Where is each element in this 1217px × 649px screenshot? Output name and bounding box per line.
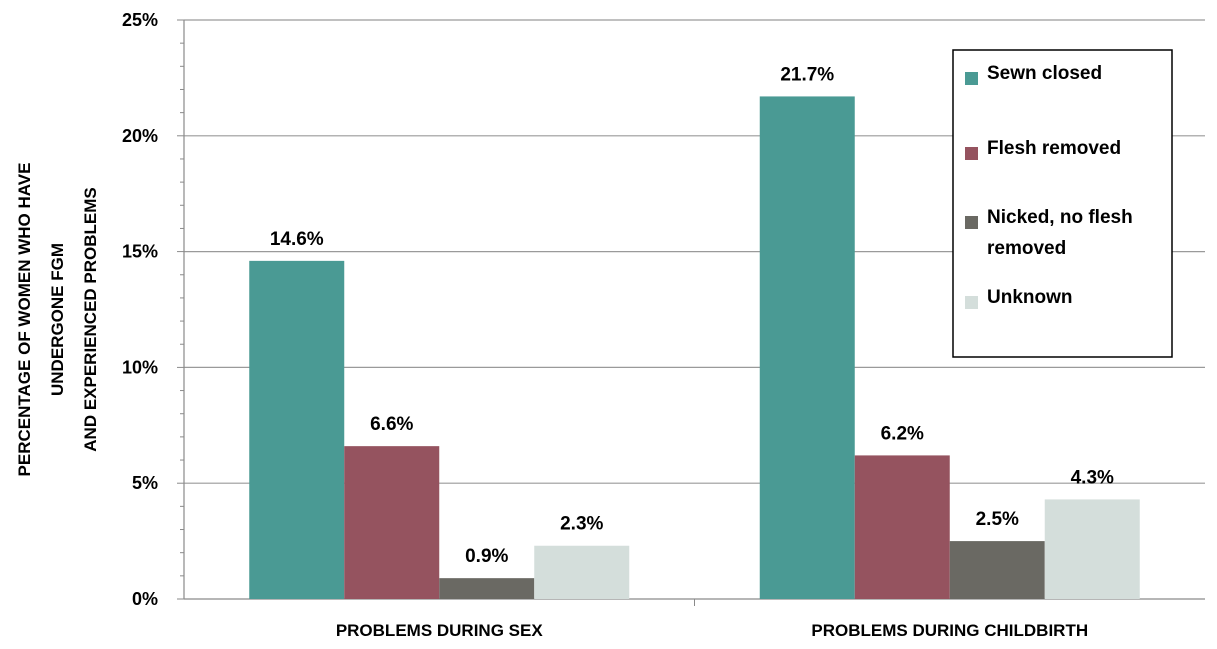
y-tick-label: 15% (122, 242, 158, 262)
legend-label: removed (987, 238, 1066, 259)
bar-value-label: 21.7% (780, 64, 834, 85)
legend-swatch (965, 72, 978, 85)
legend-label: Flesh removed (987, 138, 1121, 159)
bar-value-label: 6.6% (370, 414, 413, 435)
y-tick-labels: 0% 5% 10% 15% 20% 25% (122, 10, 158, 609)
bar (1044, 499, 1140, 599)
y-axis-label: PERCENTAGE OF WOMEN WHO HAVE UNDERGONE FG… (15, 163, 100, 477)
x-category-label: PROBLEMS DURING SEX (336, 621, 544, 640)
bar-value-label: 2.5% (976, 509, 1019, 530)
legend-label: Unknown (987, 287, 1073, 308)
legend-swatch (965, 296, 978, 309)
legend: Sewn closed Flesh removed Nicked, no flesh… (952, 49, 1173, 358)
legend-swatch (965, 216, 978, 229)
bar (949, 541, 1045, 599)
bar (249, 260, 345, 599)
y-axis-label-line: PERCENTAGE OF WOMEN WHO HAVE (15, 163, 34, 477)
value-labels: 14.6% 6.6% 0.9% 2.3% 21.7% 6.2% 2.5% 4.3% (270, 64, 1114, 567)
legend-label: Nicked, no flesh (987, 207, 1133, 228)
x-category-label: PROBLEMS DURING CHILDBIRTH (811, 621, 1088, 640)
bar (759, 96, 855, 599)
bar (439, 578, 535, 599)
y-tick-label: 5% (132, 473, 158, 493)
category-labels: PROBLEMS DURING SEX PROBLEMS DURING CHILD… (336, 621, 1088, 640)
y-axis-label-line: UNDERGONE FGM (48, 243, 67, 396)
y-axis-label-line: AND EXPERIENCED PROBLEMS (81, 187, 100, 451)
legend-swatch (965, 147, 978, 160)
y-tick-label: 0% (132, 589, 158, 609)
bar (534, 545, 630, 599)
bar-value-label: 6.2% (881, 423, 924, 444)
y-tick-label: 10% (122, 357, 158, 377)
bar (854, 455, 950, 599)
y-tick-label: 25% (122, 10, 158, 30)
legend-label: Sewn closed (987, 63, 1102, 84)
bar-value-label: 14.6% (270, 229, 324, 250)
bar-value-label: 4.3% (1071, 467, 1114, 488)
bar (344, 446, 440, 599)
bars (249, 96, 1140, 599)
bar-value-label: 0.9% (465, 546, 508, 567)
y-tick-label: 20% (122, 126, 158, 146)
legend-box (952, 49, 1173, 358)
bar-value-label: 2.3% (560, 514, 603, 535)
